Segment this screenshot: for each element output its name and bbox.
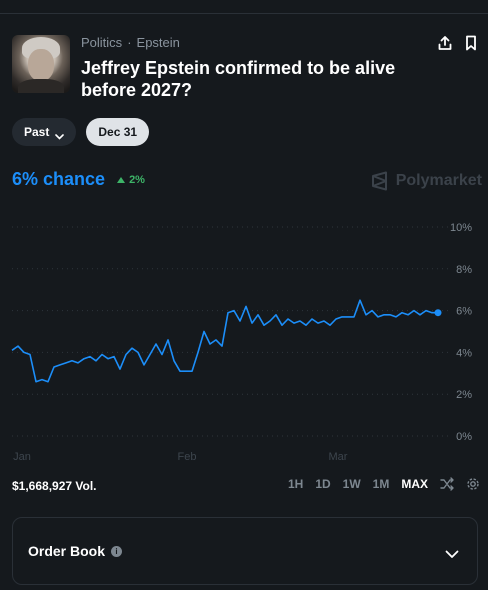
x-tick-label: Mar (329, 451, 348, 463)
range-max[interactable]: MAX (401, 477, 428, 491)
shuffle-icon[interactable] (440, 477, 454, 491)
market-title: Jeffrey Epstein confirmed to be alive be… (81, 58, 396, 100)
y-tick-label: 8% (456, 264, 472, 276)
y-tick-label: 0% (456, 431, 472, 443)
y-tick-label: 10% (450, 222, 472, 234)
chance-value: 6% chance (12, 169, 106, 189)
chevron-down-icon[interactable] (445, 546, 459, 558)
series-line (11, 299, 438, 383)
time-range-selector: 1H 1D 1W 1M MAX (288, 477, 480, 491)
breadcrumb: Politics · Epstein (81, 35, 180, 50)
range-1h[interactable]: 1H (287, 477, 304, 491)
delta-value: 2% (129, 173, 145, 186)
range-1m[interactable]: 1M (372, 477, 390, 491)
current-value-dot (434, 309, 442, 317)
y-tick-label: 6% (456, 306, 472, 318)
polymarket-logo: Polymarket (371, 171, 482, 191)
gear-icon[interactable] (466, 477, 480, 491)
past-dropdown[interactable]: Past (12, 118, 77, 146)
past-dropdown-label: Past (24, 125, 50, 139)
volume-label: $1,668,927 Vol. (12, 479, 97, 493)
top-divider (0, 13, 488, 14)
market-avatar (12, 35, 70, 93)
breadcrumb-politics[interactable]: Politics (81, 35, 123, 50)
share-icon[interactable] (438, 35, 452, 51)
order-book-title: Order Book (28, 543, 106, 559)
date-pill-dec-31[interactable]: Dec 31 (86, 118, 150, 146)
x-tick-label: Feb (178, 451, 197, 463)
breadcrumb-epstein[interactable]: Epstein (136, 35, 180, 50)
polymarket-icon (371, 171, 387, 191)
order-book-panel[interactable]: Order Book i (12, 517, 478, 585)
price-chart[interactable]: 10% 8% 6% 4% 2% 0% Jan Feb Mar (0, 215, 488, 465)
chance-delta: 2% (117, 174, 145, 186)
y-tick-label: 2% (456, 389, 472, 401)
info-icon[interactable]: i (111, 545, 123, 557)
y-tick-label: 4% (456, 347, 472, 359)
x-tick-label: Jan (13, 451, 31, 463)
range-1w[interactable]: 1W (342, 477, 361, 491)
breadcrumb-separator: · (127, 35, 132, 50)
brand-name: Polymarket (395, 172, 482, 189)
chevron-down-icon (55, 129, 65, 140)
up-triangle-icon (117, 176, 126, 183)
market-header: Politics · Epstein Jeffrey Epstein confirm… (12, 35, 478, 100)
bookmark-icon[interactable] (464, 35, 478, 51)
range-1d[interactable]: 1D (315, 477, 331, 491)
